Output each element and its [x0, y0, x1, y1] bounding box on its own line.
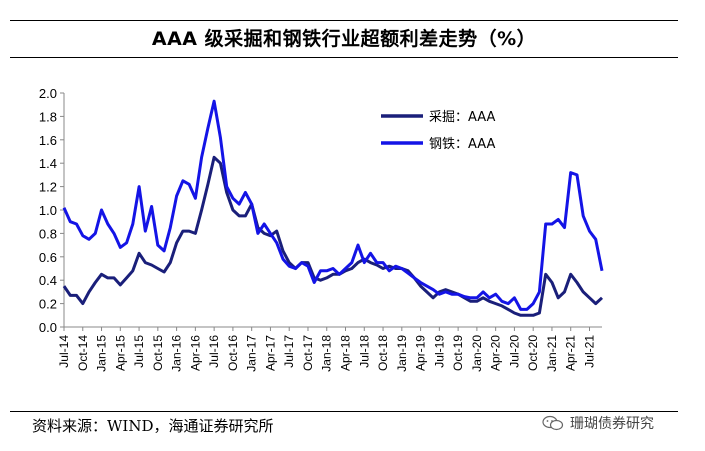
x-tick-label: Oct-20	[526, 335, 540, 371]
x-tick-label: Oct-15	[151, 335, 165, 371]
x-tick-label: Jan-18	[320, 335, 334, 372]
x-tick-label: Jan-16	[170, 335, 184, 372]
wechat-icon	[542, 415, 564, 431]
series-layer	[62, 99, 604, 317]
x-tick-label: Oct-14	[76, 335, 90, 371]
x-tick-label: Jul-18	[357, 335, 371, 368]
x-tick-label: Jul-21	[582, 335, 596, 368]
line-chart: 0.0 0.2 0.4 0.6 0.8 1.0 1.2 1.4 1.6 1.8 2.0 Jul-14…	[39, 86, 604, 372]
x-axis: Jul-14 Oct-14 Jan-15 Apr-15 Jul-15 Oct-15 Jan-…	[57, 326, 602, 372]
x-tick-label: Apr-17	[263, 335, 277, 371]
y-tick-label: 0.2	[39, 297, 57, 312]
x-tick-label: Jul-17	[282, 335, 296, 368]
chart-title: AAA 级采掘和钢铁行业超额利差走势（%）	[151, 28, 537, 50]
y-axis: 0.0 0.2 0.4 0.6 0.8 1.0 1.2 1.4 1.6 1.8 2.0	[39, 86, 65, 335]
watermark-text: 珊瑚债券研究	[570, 416, 654, 432]
legend-label: 采掘：AAA	[429, 110, 496, 125]
x-tick-label: Apr-19	[414, 335, 428, 371]
series-line-steel	[62, 99, 604, 311]
x-tick-label: Apr-16	[188, 335, 202, 371]
x-tick-label: Jan-21	[545, 335, 559, 372]
series-line-mining	[62, 155, 604, 317]
y-tick-label: 1.2	[39, 180, 57, 195]
y-tick-label: 2.0	[39, 86, 57, 101]
x-tick-label: Jul-14	[57, 335, 71, 368]
x-tick-label: Jul-19	[432, 335, 446, 368]
x-tick-label: Jul-16	[207, 335, 221, 368]
y-tick-label: 0.0	[39, 320, 57, 335]
y-tick-label: 1.6	[39, 133, 57, 148]
x-tick-label: Apr-20	[489, 335, 503, 371]
title-rule	[10, 57, 678, 58]
y-tick-label: 1.0	[39, 203, 57, 218]
x-tick-label: Oct-19	[451, 335, 465, 371]
x-tick-label: Apr-15	[113, 335, 127, 371]
x-tick-label: Oct-18	[376, 335, 390, 371]
source-note: 资料来源：WIND，海通证券研究所	[32, 417, 274, 435]
x-tick-label: Oct-16	[226, 335, 240, 371]
y-tick-label: 1.8	[39, 109, 57, 124]
x-tick-label: Jul-15	[132, 335, 146, 368]
x-tick-label: Jan-15	[95, 335, 109, 372]
y-tick-label: 0.6	[39, 250, 57, 265]
legend: 采掘：AAA 钢铁：AAA	[381, 110, 496, 152]
x-tick-label: Jan-20	[470, 335, 484, 372]
footer-rule	[10, 411, 678, 412]
x-tick-label: Jul-20	[507, 335, 521, 368]
y-tick-label: 0.8	[39, 226, 57, 241]
y-tick-label: 1.4	[39, 156, 57, 171]
watermark: 珊瑚债券研究	[542, 411, 654, 435]
legend-label: 钢铁：AAA	[429, 137, 496, 152]
top-rule	[10, 20, 678, 21]
x-tick-label: Apr-18	[339, 335, 353, 371]
x-tick-label: Jan-17	[245, 335, 259, 372]
y-tick-label: 0.4	[39, 273, 57, 288]
x-tick-label: Oct-17	[301, 335, 315, 371]
x-tick-label: Jan-19	[395, 335, 409, 372]
x-tick-label: Apr-21	[564, 335, 578, 371]
